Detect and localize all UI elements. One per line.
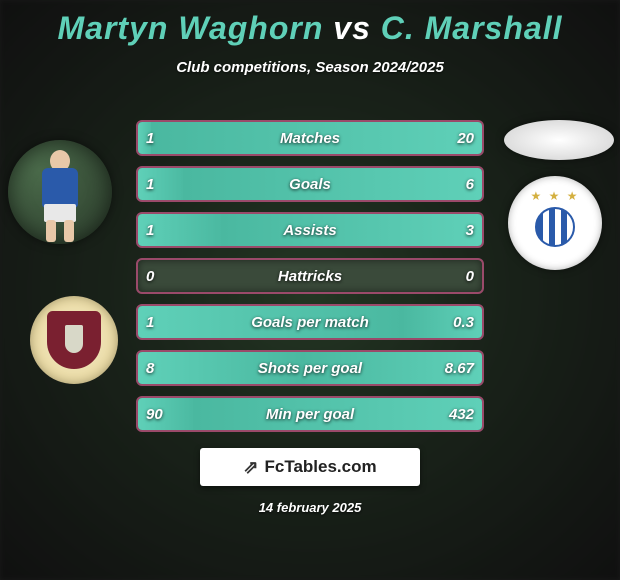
- stat-row: 16Goals: [136, 166, 484, 202]
- site-logo[interactable]: ⇗ FcTables.com: [200, 448, 420, 486]
- stat-label: Hattricks: [136, 258, 484, 294]
- subtitle: Club competitions, Season 2024/2025: [0, 59, 620, 76]
- site-mark-icon: ⇗: [243, 457, 258, 478]
- title-player2: C. Marshall: [381, 10, 563, 46]
- player1-club-badge: [30, 296, 118, 384]
- stat-row: 13Assists: [136, 212, 484, 248]
- stat-row: 90432Min per goal: [136, 396, 484, 432]
- stat-row: 10.3Goals per match: [136, 304, 484, 340]
- stat-label: Goals per match: [136, 304, 484, 340]
- player2-avatar: [504, 120, 614, 160]
- stars-icon: ★ ★ ★: [525, 189, 585, 203]
- stat-row: 00Hattricks: [136, 258, 484, 294]
- player1-avatar: [8, 140, 112, 244]
- stat-label: Assists: [136, 212, 484, 248]
- comparison-chart: 120Matches 16Goals 13Assists 00Hattricks 10.…: [136, 120, 484, 442]
- stat-label: Shots per goal: [136, 350, 484, 386]
- title-player1: Martyn Waghorn: [58, 10, 324, 46]
- stat-label: Min per goal: [136, 396, 484, 432]
- stat-label: Matches: [136, 120, 484, 156]
- footer-date: 14 february 2025: [0, 500, 620, 515]
- player2-club-badge: ★ ★ ★: [508, 176, 602, 270]
- site-name: FcTables.com: [264, 457, 376, 477]
- title-vs: vs: [333, 10, 371, 46]
- page-title: Martyn Waghorn vs C. Marshall: [0, 0, 620, 47]
- stat-label: Goals: [136, 166, 484, 202]
- stat-row: 88.67Shots per goal: [136, 350, 484, 386]
- stat-row: 120Matches: [136, 120, 484, 156]
